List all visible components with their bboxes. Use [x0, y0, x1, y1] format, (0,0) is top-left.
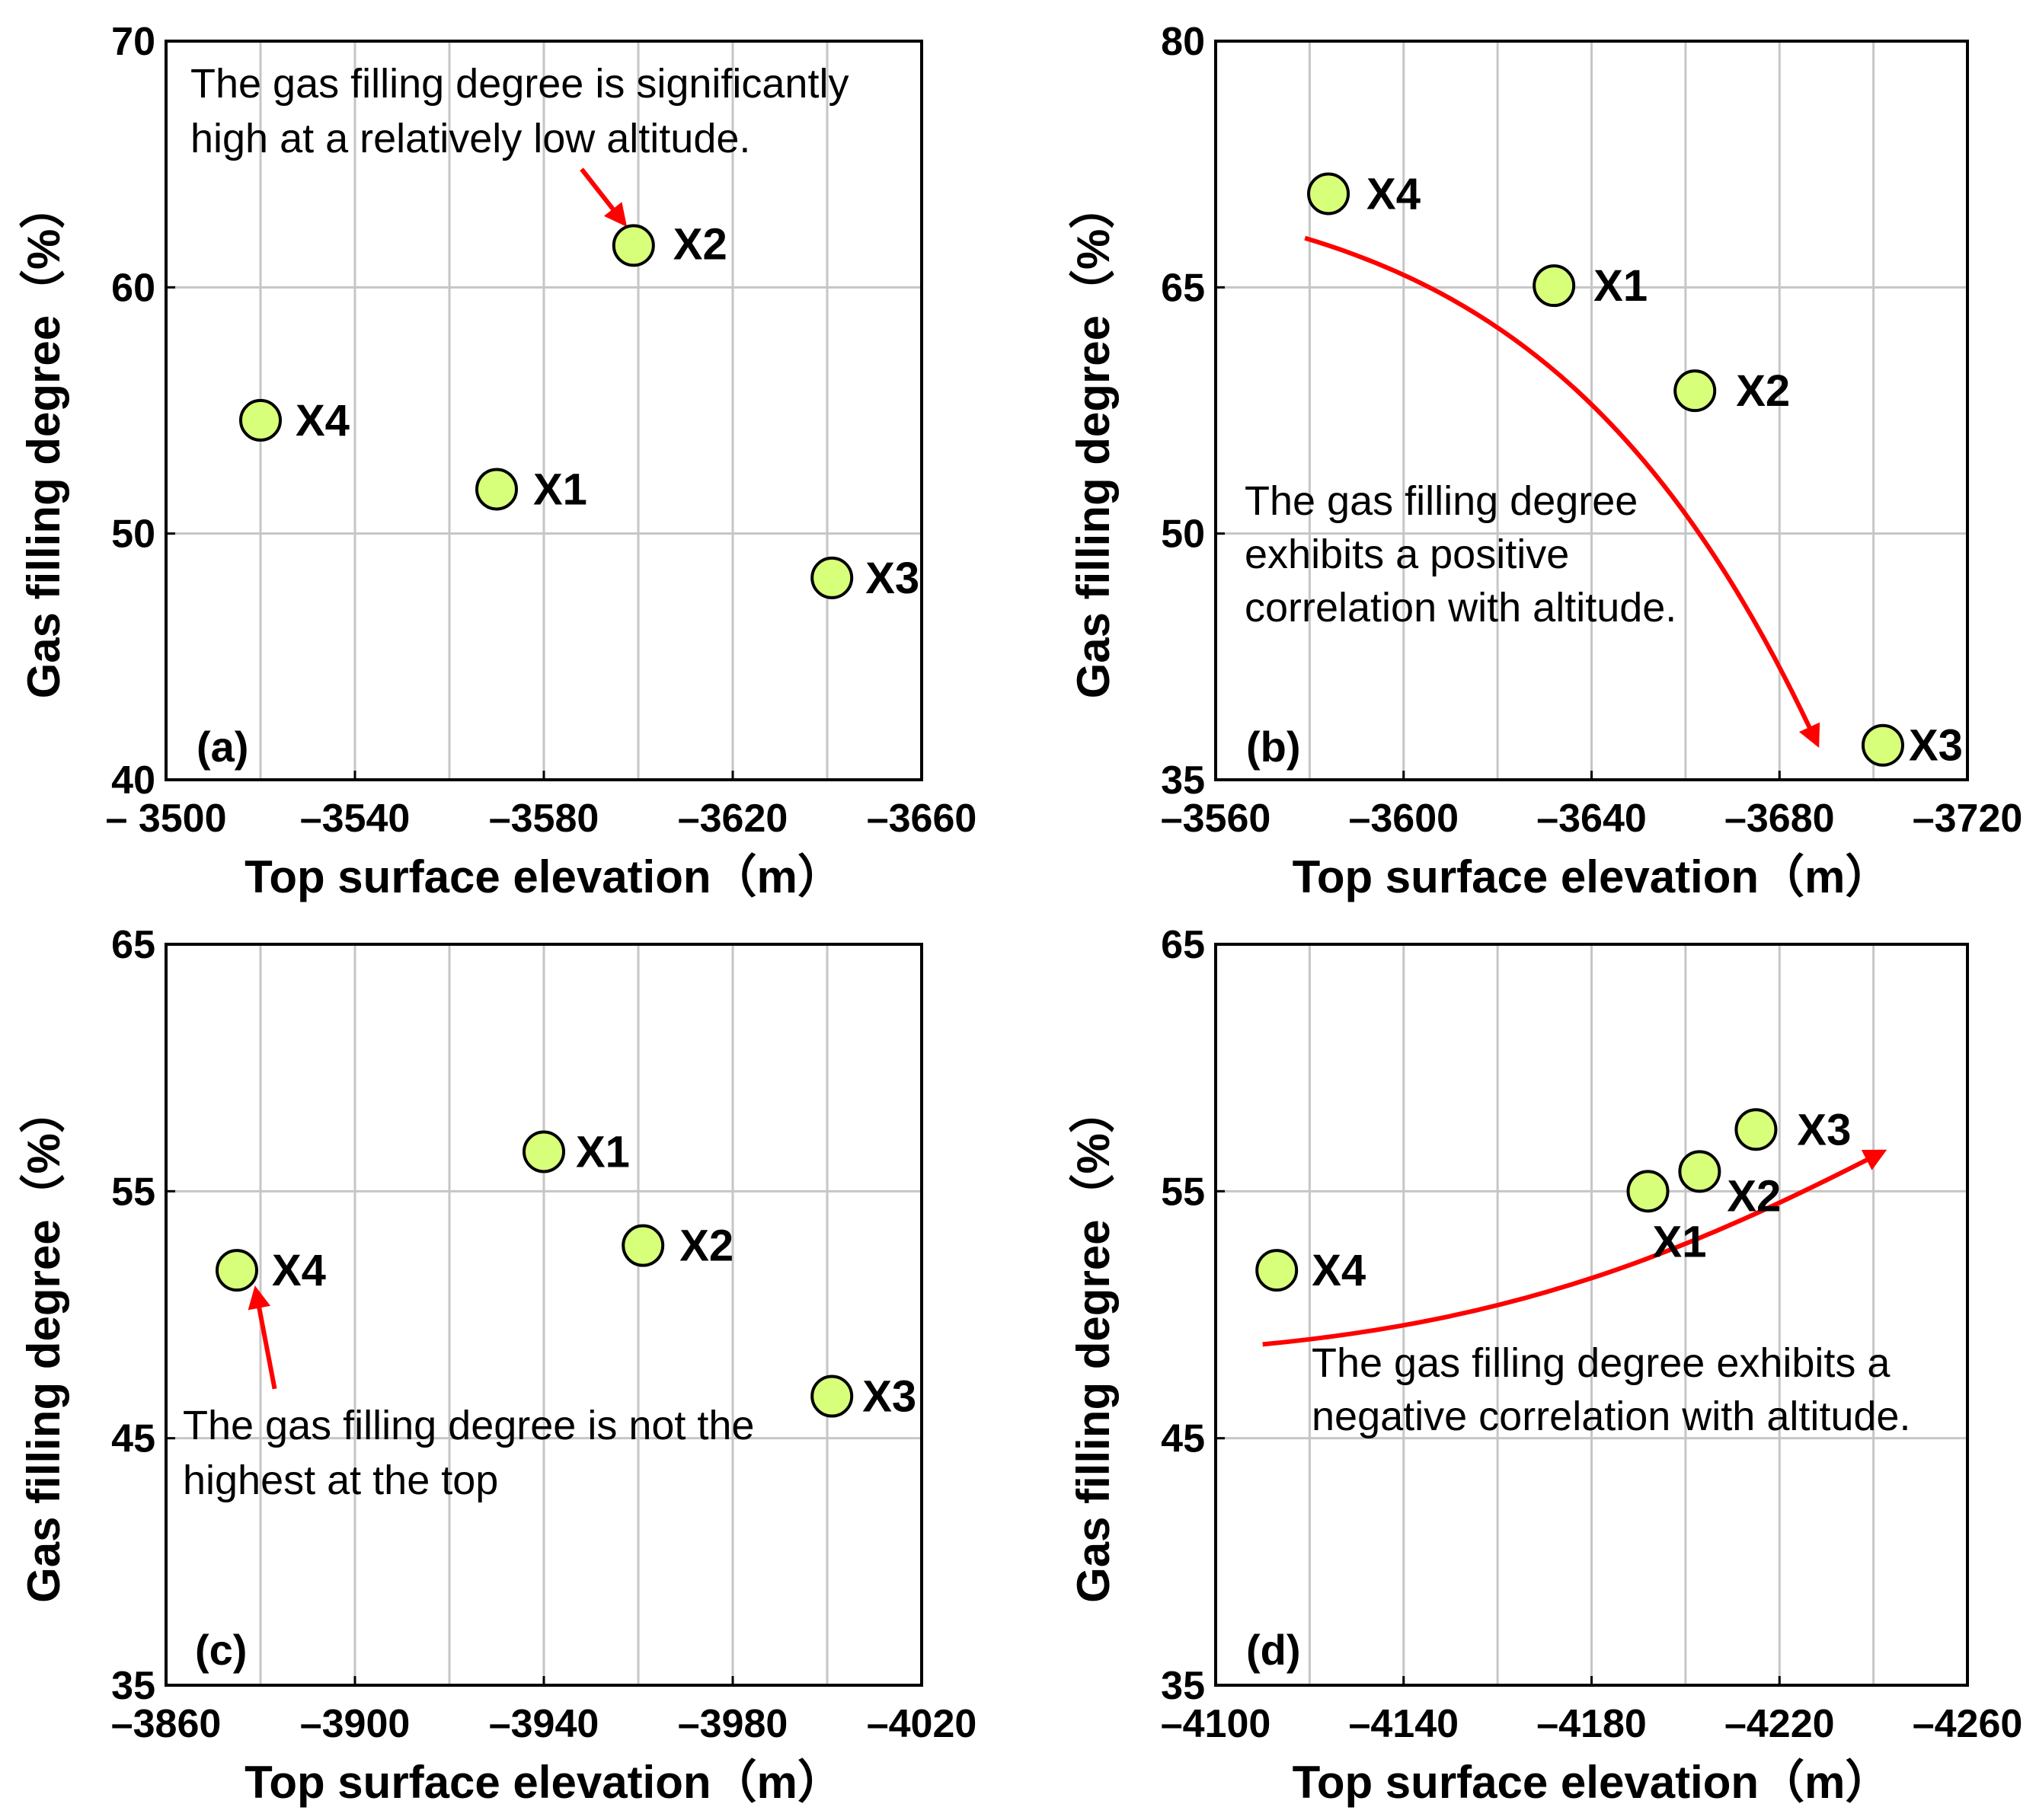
data-point-x1 [1533, 264, 1576, 308]
point-label-x3: X3 [1909, 721, 1963, 771]
point-label-x4: X4 [1312, 1246, 1366, 1295]
annotation-text: correlation with altitude. [1245, 585, 1676, 631]
y-tick-label: 65 [1161, 266, 1205, 310]
chart-panel-a: – 3500 –3540 –3580 –3620 –3660 40 50 60 70 Top su… [18, 20, 976, 902]
point-label-x1: X1 [1593, 261, 1648, 311]
x-axis-title: Top surface elevation（m） [1293, 1757, 1891, 1808]
y-tick-label: 45 [1161, 1417, 1205, 1461]
data-point-x3 [1861, 723, 1904, 767]
y-tick-label: 50 [111, 512, 155, 557]
x-axis-title: Top surface elevation（m） [245, 1757, 843, 1808]
x-tick-label: –3560 [1161, 797, 1271, 841]
x-tick-label: –4260 [1913, 1702, 2023, 1746]
y-axis-title: Gas filling degree（%） [1068, 184, 1119, 699]
data-point-x3 [810, 556, 854, 599]
x-tick-label: –3640 [1536, 797, 1647, 841]
y-tick-label: 45 [111, 1417, 155, 1461]
trend-arrow [1262, 1149, 1887, 1347]
x-tick-label: –4140 [1348, 1702, 1459, 1746]
y-tick-label: 55 [111, 1170, 155, 1214]
x-tick-label: –3660 [867, 797, 977, 841]
panel-letter: (d) [1246, 1626, 1301, 1674]
y-axis-title: Gas filling degree（%） [18, 184, 69, 699]
chart-panel-b: –3560 –3600 –3640 –3680 –3720 35 50 65 80 Top sur… [1068, 20, 2022, 902]
x-tick-label: –3620 [678, 797, 788, 841]
point-label-x3: X3 [862, 1372, 916, 1422]
trend-arrow [1304, 235, 1820, 749]
data-point-x4 [1255, 1249, 1299, 1292]
data-point-x1 [475, 468, 518, 511]
data-point-x1 [1626, 1170, 1670, 1213]
x-tick-label: –4020 [867, 1702, 977, 1746]
annotation-text: negative correlation with altitude. [1312, 1394, 1910, 1439]
annotation-arrow [580, 168, 628, 227]
annotation-text: exhibits a positive [1245, 532, 1569, 577]
data-point-x4 [216, 1249, 258, 1292]
point-label-x3: X3 [865, 554, 919, 603]
y-axis-title: Gas filling degree（%） [18, 1087, 69, 1603]
point-label-x2: X2 [1727, 1171, 1781, 1221]
data-point-x1 [523, 1130, 565, 1173]
data-point-x4 [1307, 172, 1350, 216]
point-label-x1: X1 [533, 465, 587, 514]
y-tick-label: 35 [1161, 758, 1205, 803]
point-label-x2: X2 [679, 1221, 734, 1271]
chart-panel-d: –4100 –4140 –4180 –4220 –4260 35 45 55 65 Top sur… [1068, 923, 2022, 1808]
y-tick-label: 65 [1161, 923, 1205, 967]
x-tick-label: – 3500 [105, 797, 226, 841]
x-axis-title: Top surface elevation（m） [245, 851, 843, 902]
y-axis-title: Gas filling degree（%） [1068, 1087, 1119, 1603]
data-point-x2 [612, 224, 655, 267]
x-tick-label: –3720 [1913, 797, 2023, 841]
x-tick-label: –4100 [1161, 1702, 1271, 1746]
y-tick-label: 55 [1161, 1170, 1205, 1214]
x-tick-label: –3600 [1348, 797, 1459, 841]
chart-panel-c: –3860 –3900 –3940 –3980 –4020 35 45 55 65 Top sur… [18, 923, 976, 1808]
x-tick-label: –3580 [489, 797, 599, 841]
annotation-text: The gas filling degree [1245, 478, 1638, 524]
annotation-text: The gas filling degree is significantly [190, 61, 849, 107]
point-label-x3: X3 [1797, 1105, 1851, 1154]
point-label-x2: X2 [673, 219, 727, 269]
point-label-x4: X4 [296, 396, 350, 445]
annotation-text: high at a relatively low altitude. [190, 116, 750, 161]
x-tick-label: –3860 [111, 1702, 222, 1746]
y-tick-label: 65 [111, 923, 155, 967]
annotation-arrow [248, 1285, 277, 1390]
point-label-x4: X4 [272, 1246, 326, 1295]
data-point-x2 [1673, 369, 1717, 413]
panel-letter: (c) [195, 1626, 247, 1674]
data-point-x2 [1678, 1150, 1721, 1193]
x-tick-label: –3980 [678, 1702, 788, 1746]
x-tick-label: –4180 [1536, 1702, 1647, 1746]
point-label-x4: X4 [1366, 169, 1421, 219]
y-tick-label: 50 [1161, 512, 1205, 557]
annotation-text: The gas filling degree exhibits a [1312, 1340, 1891, 1386]
y-tick-label: 80 [1161, 20, 1205, 64]
y-tick-label: 70 [111, 20, 155, 64]
x-tick-label: –3900 [300, 1702, 411, 1746]
x-tick-label: –3940 [489, 1702, 599, 1746]
x-tick-label: –4220 [1724, 1702, 1835, 1746]
y-tick-label: 35 [1161, 1664, 1205, 1708]
y-tick-label: 35 [111, 1664, 155, 1708]
annotation-text: The gas filling degree is not the [183, 1403, 754, 1448]
x-axis-title: Top surface elevation（m） [1293, 851, 1891, 902]
x-tick-label: –3680 [1724, 797, 1835, 841]
y-tick-label: 60 [111, 266, 155, 310]
data-point-x3 [810, 1375, 854, 1418]
data-point-x2 [622, 1224, 665, 1267]
point-label-x1: X1 [1653, 1217, 1707, 1266]
y-tick-label: 40 [111, 758, 155, 803]
panel-letter: (a) [197, 723, 248, 771]
annotation-text: highest at the top [183, 1458, 498, 1503]
data-point-x4 [239, 398, 282, 442]
point-label-x1: X1 [576, 1127, 630, 1177]
panel-letter: (b) [1246, 723, 1301, 771]
point-label-x2: X2 [1736, 366, 1790, 416]
x-tick-label: –3540 [300, 797, 411, 841]
data-point-x3 [1734, 1108, 1778, 1151]
